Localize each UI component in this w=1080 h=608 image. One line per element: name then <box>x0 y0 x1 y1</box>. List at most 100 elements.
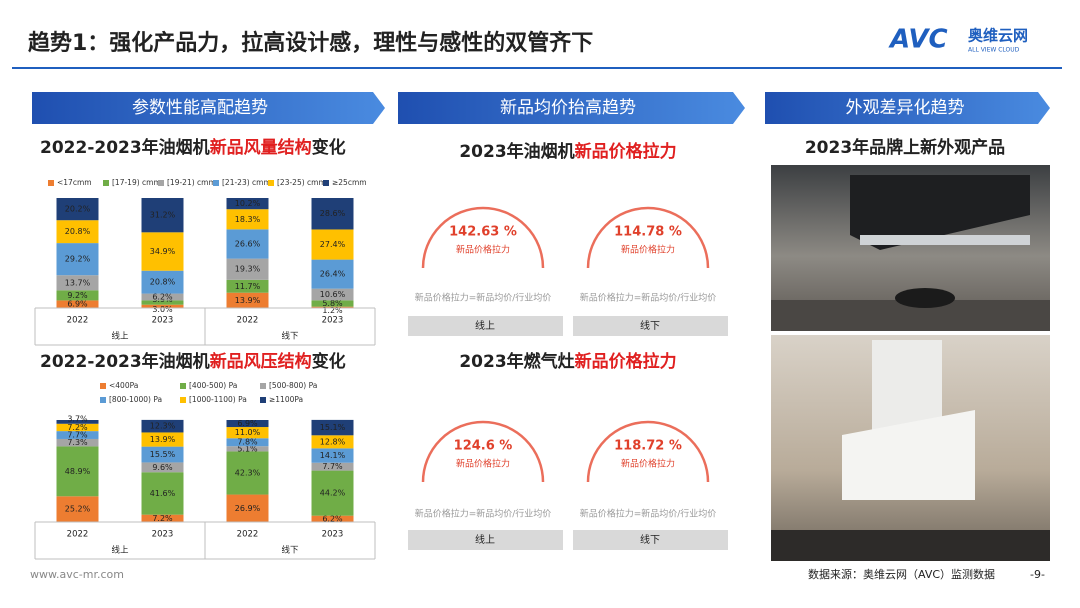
legend-swatch <box>180 397 186 403</box>
legend-swatch <box>323 180 329 186</box>
data-label: 28.6% <box>320 209 346 218</box>
data-label: 20.8% <box>150 278 176 287</box>
bar-segment <box>56 275 99 291</box>
legend-label: [21-23) cmm <box>222 178 271 187</box>
data-label: 13.7% <box>65 278 91 287</box>
data-label: 6.2% <box>322 514 343 523</box>
bar-segment <box>141 446 184 463</box>
bar-segment <box>56 198 99 221</box>
bar-segment <box>141 462 184 473</box>
data-label: 13.9% <box>150 435 176 444</box>
data-label: 25.2% <box>65 505 91 514</box>
x-tick-label: 2022 <box>67 316 89 326</box>
data-label: 7.8% <box>237 438 258 447</box>
legend-swatch <box>48 180 54 186</box>
bar-segment <box>141 304 184 308</box>
title-part: 变化 <box>312 137 346 158</box>
channel-tab <box>573 316 728 336</box>
chart-title: 2023年燃气灶新品价格拉力 <box>459 351 676 372</box>
data-label: 14.1% <box>320 451 346 460</box>
title-part: 新品风量结构 <box>210 137 312 158</box>
data-label: 5.1% <box>237 444 258 453</box>
gauge-note: 新品价格拉力=新品均价/行业均价 <box>415 292 552 304</box>
gauge-metric: 新品价格拉力 <box>456 458 510 470</box>
legend-label: [800-1000) Pa <box>109 395 162 404</box>
banner <box>32 92 385 124</box>
channel-tab <box>408 316 563 336</box>
bar-segment <box>226 451 269 495</box>
bar-segment <box>311 435 354 449</box>
bar-segment <box>56 446 99 497</box>
bar-segment <box>311 306 354 308</box>
data-label: 13.9% <box>235 296 261 305</box>
legend-label: [400-500) Pa <box>189 381 237 390</box>
data-label: 44.2% <box>320 489 346 498</box>
bar-segment <box>56 438 99 447</box>
data-label: 42.3% <box>235 468 261 477</box>
x-tick-label: 2022 <box>237 316 259 326</box>
legend-label: <400Pa <box>109 381 138 390</box>
data-label: 12.3% <box>150 422 176 431</box>
bar-segment <box>226 209 269 230</box>
data-label: 41.6% <box>150 489 176 498</box>
data-label: 6.9% <box>67 300 88 309</box>
photo <box>771 165 1050 331</box>
bar-segment <box>56 290 99 301</box>
bar-segment <box>56 420 99 424</box>
data-label: 34.9% <box>150 247 176 256</box>
gauge-arc <box>586 206 710 269</box>
legend-label: [19-21) cmm <box>167 178 216 187</box>
bar-segment <box>311 300 354 307</box>
footer-source: 数据来源：奥维云网（AVC）监测数据 <box>808 567 995 581</box>
bar-segment <box>56 300 99 308</box>
legend-swatch <box>158 180 164 186</box>
channel-label: 线下 <box>640 319 660 332</box>
data-label: 10.6% <box>320 290 346 299</box>
data-label: 6.2% <box>152 293 173 302</box>
data-label: 9.6% <box>152 463 173 472</box>
legend-swatch <box>100 383 106 389</box>
bar-segment <box>141 300 184 305</box>
chart-title: 2022-2023年油烟机新品风量结构变化 <box>40 137 346 158</box>
data-label: 7.3% <box>67 438 88 447</box>
bar-segment <box>311 198 354 230</box>
title-part: 2022-2023年油烟机 <box>40 137 210 158</box>
gauge-value: 142.63 % <box>449 225 517 240</box>
legend-swatch <box>213 180 219 186</box>
bar-segment <box>311 515 354 522</box>
data-label: 10.2% <box>235 199 261 208</box>
data-label: 1.2% <box>322 306 343 315</box>
data-label: 19.3% <box>235 265 261 274</box>
bar-segment <box>141 419 184 433</box>
bar-segment <box>141 472 184 515</box>
legend-label: <17cmm <box>57 178 92 187</box>
brand: 奥维云网 <box>968 27 1028 45</box>
data-label: 15.1% <box>320 423 346 432</box>
title-part: 2023年燃气灶 <box>459 351 574 372</box>
page-number: -9- <box>1030 568 1045 581</box>
gauge-value: 118.72 % <box>614 439 682 454</box>
gauge-arc <box>586 420 710 483</box>
chart-title: 2022-2023年油烟机新品风压结构变化 <box>40 351 346 372</box>
data-label: 7.7% <box>322 462 343 471</box>
data-label: 3.7% <box>67 414 88 423</box>
legend-swatch <box>103 180 109 186</box>
bar-segment <box>141 270 184 294</box>
bar-segment <box>226 229 269 259</box>
title-part: 新品价格拉力 <box>575 141 677 162</box>
data-label: 12.8% <box>320 437 346 446</box>
bar-segment <box>311 462 354 471</box>
bar-segment <box>141 514 184 522</box>
bar-segment <box>141 432 184 447</box>
data-label: 20.2% <box>65 205 91 214</box>
data-label: 11.0% <box>235 428 261 437</box>
gauge-note: 新品价格拉力=新品均价/行业均价 <box>580 508 717 520</box>
data-label: 26.9% <box>235 504 261 513</box>
bar-segment <box>56 243 99 276</box>
gauge-note: 新品价格拉力=新品均价/行业均价 <box>415 508 552 520</box>
legend-label: [23-25) cmm <box>277 178 326 187</box>
gauge-value: 114.78 % <box>614 225 682 240</box>
bar-segment <box>226 420 269 428</box>
legend-label: [17-19) cmm <box>112 178 161 187</box>
